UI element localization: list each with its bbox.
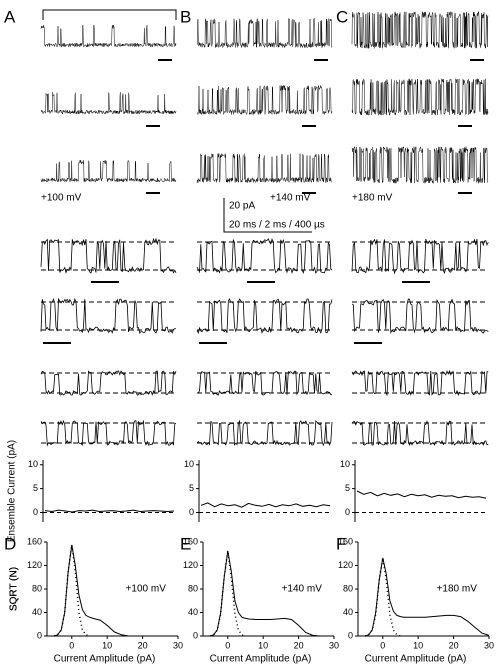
series-line — [364, 557, 490, 637]
y-axis-label: Ensemble Current (pA) — [7, 440, 18, 542]
y-tick-label: 0 — [193, 630, 198, 640]
series-line — [53, 544, 90, 637]
y-tick-label: 160 — [338, 536, 353, 546]
panel-label: C — [336, 7, 348, 26]
y-tick-label: 0 — [37, 630, 42, 640]
panel-label: F — [336, 534, 346, 553]
y-tick-label: 80 — [343, 583, 353, 593]
series-line — [209, 550, 334, 637]
scale-current: 20 pA — [229, 201, 255, 212]
y-tick-label: 120 — [338, 560, 353, 570]
y-tick-label: 80 — [32, 583, 42, 593]
x-tick-label: 0 — [380, 640, 385, 650]
series-line — [53, 544, 178, 637]
annotation: +140 mV — [282, 584, 323, 595]
raw-trace — [351, 238, 489, 275]
voltage-step — [42, 9, 177, 20]
x-tick-label: 20 — [294, 640, 304, 650]
x-axis-label: Current Amplitude (pA) — [54, 654, 156, 665]
y-tick-label: 10 — [28, 459, 38, 469]
voltage-label: +100 mV — [41, 193, 82, 204]
x-tick-label: 30 — [173, 640, 183, 650]
raw-trace — [351, 145, 489, 184]
ensemble-trace — [200, 502, 331, 508]
raw-trace — [196, 370, 333, 396]
raw-trace — [40, 297, 177, 335]
raw-traces — [40, 11, 489, 447]
raw-trace — [196, 238, 333, 275]
raw-trace — [351, 11, 489, 49]
raw-trace — [196, 419, 333, 447]
x-axis-label: Current Amplitude (pA) — [365, 654, 467, 665]
y-tick-label: 10 — [184, 459, 194, 469]
raw-trace — [40, 24, 177, 48]
y-tick-label: 5 — [33, 483, 38, 493]
y-tick-label: 160 — [183, 536, 198, 546]
x-axis-label: Current Amplitude (pA) — [210, 654, 312, 665]
raw-trace — [40, 92, 177, 115]
y-axis-label: SQRT (N) — [9, 567, 20, 611]
x-tick-label: 30 — [484, 640, 494, 650]
y-tick-label: 10 — [340, 459, 350, 469]
raw-trace — [351, 369, 489, 397]
panel-label: E — [180, 534, 191, 553]
ensemble-trace — [44, 509, 175, 513]
panel-label: D — [4, 534, 16, 553]
x-tick-label: 10 — [413, 640, 423, 650]
y-axis-label: SQRT (N) — [9, 567, 20, 611]
y-axis-label: SQRT (N) — [9, 567, 20, 611]
y-tick-label: 40 — [32, 607, 42, 617]
scale-time: 20 ms / 2 ms / 400 µs — [229, 220, 325, 231]
x-tick-label: 20 — [138, 640, 148, 650]
annotation: +100 mV — [126, 584, 167, 595]
y-tick-label: 40 — [188, 607, 198, 617]
x-tick-label: 0 — [225, 640, 230, 650]
raw-trace — [40, 370, 177, 396]
x-tick-label: 20 — [449, 640, 459, 650]
y-tick-label: 5 — [345, 483, 350, 493]
raw-trace — [196, 152, 333, 184]
panel-label: A — [4, 7, 16, 26]
y-tick-label: 0 — [33, 507, 38, 517]
x-tick-label: 30 — [329, 640, 339, 650]
y-tick-label: 120 — [27, 560, 42, 570]
y-tick-label: 120 — [183, 560, 198, 570]
raw-trace — [196, 297, 333, 335]
scale-bar — [223, 198, 312, 233]
y-tick-label: 0 — [348, 630, 353, 640]
series-line — [209, 550, 246, 637]
panel-label: B — [180, 7, 191, 26]
x-tick-label: 0 — [69, 640, 74, 650]
raw-trace — [40, 159, 177, 183]
y-tick-label: 80 — [188, 583, 198, 593]
x-tick-label: 10 — [102, 640, 112, 650]
voltage-label: +180 mV — [352, 193, 393, 204]
raw-trace — [351, 298, 489, 334]
annotation: +180 mV — [437, 584, 478, 595]
raw-trace — [351, 78, 489, 116]
raw-trace — [351, 420, 489, 446]
y-tick-label: 5 — [189, 483, 194, 493]
raw-trace — [196, 84, 333, 116]
y-tick-label: 0 — [189, 507, 194, 517]
series-line — [364, 557, 401, 637]
raw-trace — [40, 419, 177, 447]
ensemble-trace — [356, 490, 487, 499]
y-tick-label: 160 — [27, 536, 42, 546]
raw-trace — [196, 17, 333, 49]
voltage-label: +140 mV — [270, 193, 311, 204]
y-tick-label: 0 — [345, 507, 350, 517]
raw-trace — [40, 237, 177, 274]
y-tick-label: 40 — [343, 607, 353, 617]
x-tick-label: 10 — [258, 640, 268, 650]
